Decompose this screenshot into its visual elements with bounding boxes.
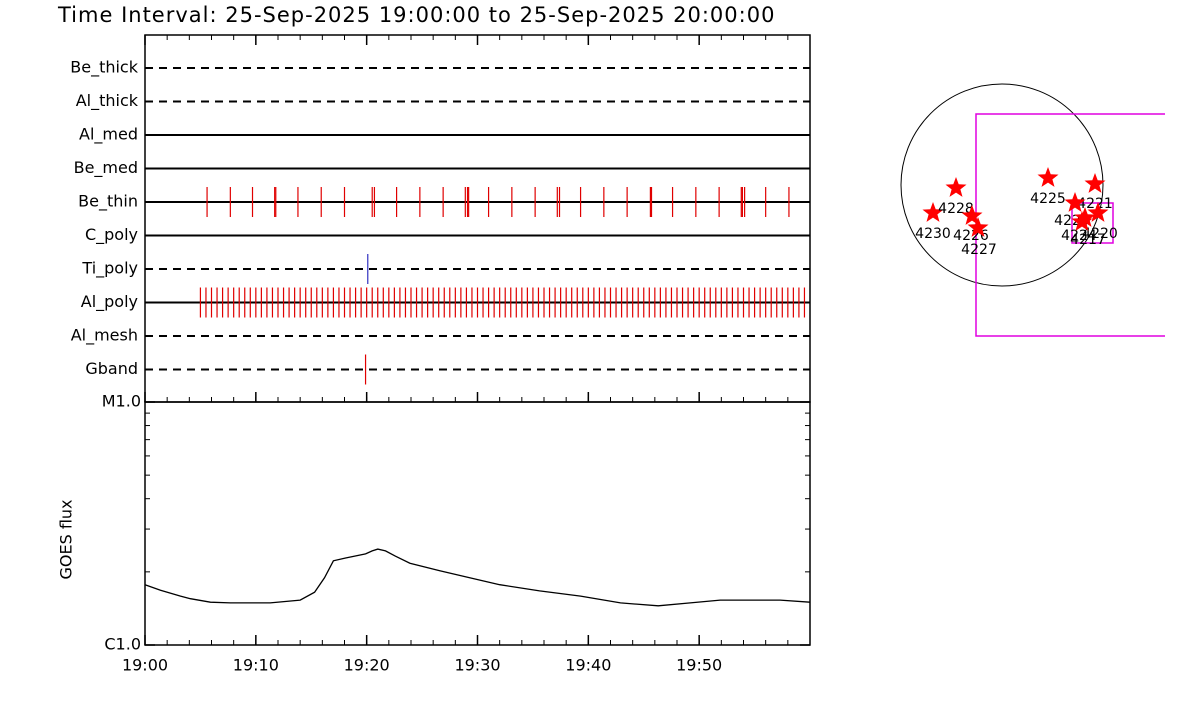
row-label: Al_poly [81, 292, 138, 312]
goes-curve [144, 548, 811, 607]
x-tick-label: 19:40 [565, 656, 611, 675]
region-star [922, 202, 944, 222]
region-star [1071, 211, 1093, 231]
row-label: C_poly [85, 225, 138, 245]
x-tick-label: 19:30 [454, 656, 500, 675]
y-axis-label: GOES flux [57, 499, 76, 579]
row-label: Be_thin [78, 192, 138, 212]
region-label: 4217 [1070, 232, 1106, 248]
solar-disk [900, 83, 1104, 287]
region-star [1037, 167, 1059, 187]
region-star [1084, 173, 1106, 193]
row-label: Ti_poly [81, 259, 138, 279]
region-label: 4227 [961, 242, 997, 258]
row-label: Be_thick [70, 58, 138, 78]
fov-box-small [1071, 202, 1114, 244]
region-star [961, 205, 983, 225]
row-label: Al_med [79, 125, 138, 145]
x-tick-label: 19:10 [233, 656, 279, 675]
region-label: 4224 [1061, 228, 1097, 244]
row-label: Al_thick [76, 91, 139, 111]
x-tick-label: 19:00 [122, 656, 168, 675]
row-label: Be_med [74, 158, 138, 178]
region-label: 4225 [1030, 191, 1066, 207]
region-star [1064, 192, 1086, 212]
region-star [967, 217, 989, 237]
row-label: Al_mesh [71, 326, 138, 346]
title: Time Interval: 25-Sep-2025 19:00:00 to 2… [57, 3, 775, 27]
region-star [1087, 202, 1109, 222]
y-tick-label: M1.0 [102, 392, 141, 411]
region-label: 4220 [1082, 226, 1118, 242]
region-star [945, 177, 967, 197]
region-label: 4230 [915, 226, 951, 242]
x-tick-label: 19:20 [344, 656, 390, 675]
row-label: Gband [85, 359, 138, 378]
x-tick-label: 19:50 [676, 656, 722, 675]
region-label: 4221 [1077, 196, 1113, 212]
y-tick-label: C1.0 [104, 635, 141, 654]
region-star [1074, 207, 1096, 227]
